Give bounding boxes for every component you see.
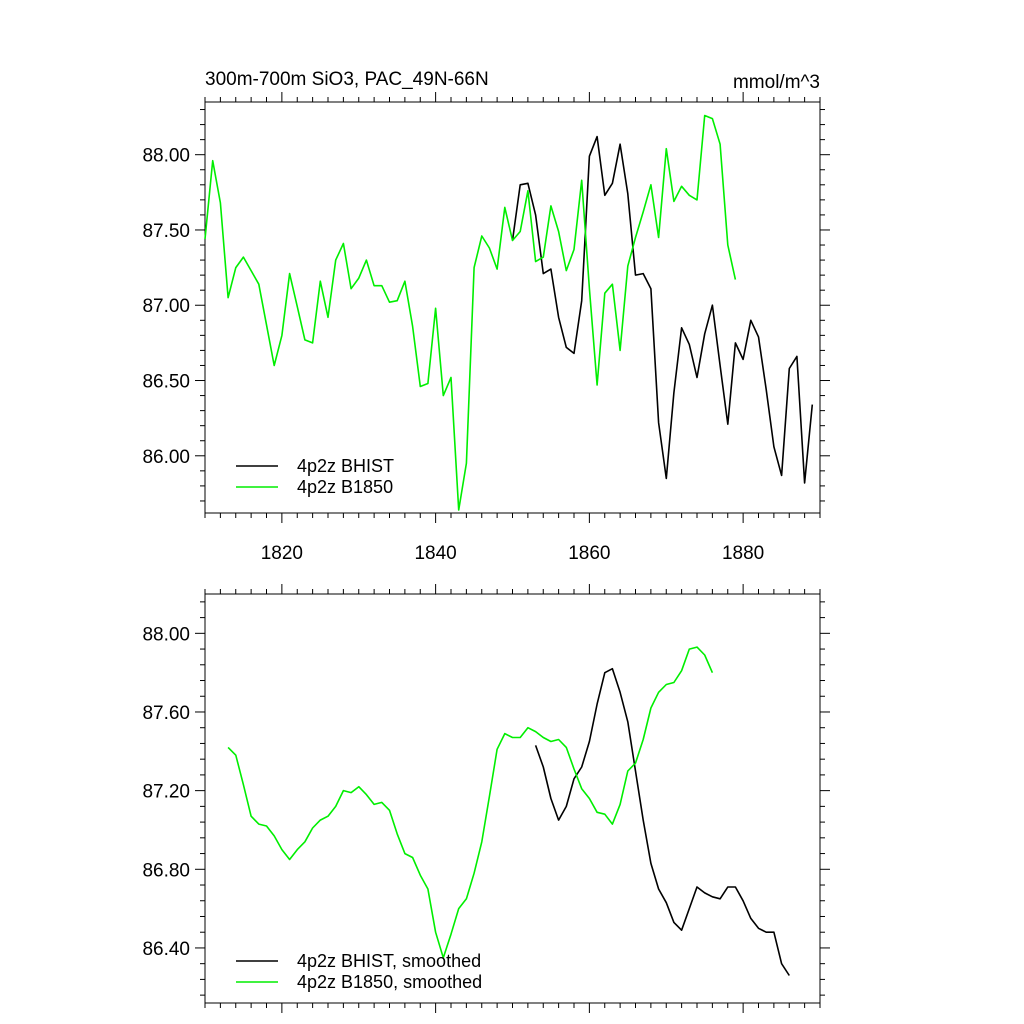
y-tick-label: 87.60 xyxy=(142,703,190,724)
x-tick-label: 1860 xyxy=(568,543,610,564)
plot-frame xyxy=(204,593,821,1004)
series-line-b1850 xyxy=(204,114,737,511)
y-tick-label: 87.50 xyxy=(142,221,190,242)
legend-label: 4p2z B1850 xyxy=(297,477,393,497)
y-tick-label: 87.00 xyxy=(142,296,190,317)
chart-title: 300m-700m SiO3, PAC_49N-66N xyxy=(205,69,489,90)
series-line-bhist xyxy=(534,667,790,976)
legend-label: 4p2z BHIST, smoothed xyxy=(297,951,481,971)
x-tick-label: 1820 xyxy=(261,543,303,564)
y-tick-label: 87.20 xyxy=(142,782,190,803)
legend-label: 4p2z B1850, smoothed xyxy=(297,972,482,992)
top-panel: 1820 1840 1860 1880 86.00 86.50 87.00 87.50 88.0… xyxy=(142,92,830,564)
y-tick-label: 86.40 xyxy=(142,939,190,960)
y-tick-label: 88.00 xyxy=(142,624,190,645)
y-tick-label: 88.00 xyxy=(142,146,190,167)
series-line-b1850 xyxy=(227,646,714,959)
y-tick-label: 86.50 xyxy=(142,372,190,393)
x-tick-label: 1840 xyxy=(414,543,456,564)
units-label: mmol/m^3 xyxy=(733,72,820,93)
bottom-panel: 86.40 86.80 87.20 87.60 88.00 4p2z BHIST, smo… xyxy=(142,584,830,1013)
legend-label: 4p2z BHIST xyxy=(297,456,394,476)
y-tick-label: 86.00 xyxy=(142,447,190,468)
x-tick-label: 1880 xyxy=(722,543,764,564)
y-tick-label: 86.80 xyxy=(142,860,190,881)
series-line-bhist xyxy=(511,135,814,484)
